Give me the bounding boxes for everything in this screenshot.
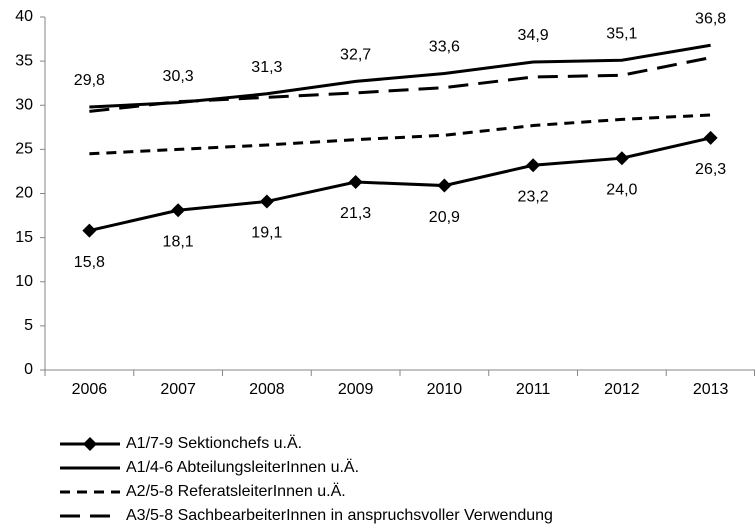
- legend-marker: [83, 437, 97, 451]
- data-label: 30,3: [163, 68, 194, 85]
- data-label: 21,3: [340, 205, 371, 222]
- legend-label: A1/7-9 Sektionchefs u.Ä.: [126, 434, 302, 452]
- marker: [259, 194, 274, 209]
- y-tick-label: 15: [15, 229, 33, 246]
- y-tick-label: 25: [15, 141, 33, 158]
- y-tick-label: 35: [15, 52, 33, 69]
- data-label: 32,7: [340, 47, 371, 64]
- data-label: 26,3: [695, 161, 726, 178]
- x-tick-label: 2008: [249, 381, 285, 398]
- marker: [171, 203, 186, 218]
- y-tick-label: 5: [24, 317, 33, 334]
- legend-label: A3/5-8 SachbearbeiterInnen in anspruchsv…: [126, 507, 553, 524]
- x-tick-label: 2012: [604, 381, 640, 398]
- data-label: 23,2: [518, 188, 549, 205]
- data-label: 20,9: [429, 209, 460, 226]
- y-tick-label: 20: [15, 185, 33, 202]
- marker: [437, 178, 452, 193]
- series-line: [89, 113, 711, 156]
- marker: [703, 130, 718, 145]
- x-tick-label: 2009: [338, 381, 374, 398]
- data-label: 18,1: [163, 233, 194, 250]
- y-tick-label: 10: [15, 273, 33, 290]
- data-label: 34,9: [518, 27, 549, 44]
- x-tick-label: 2013: [693, 381, 729, 398]
- data-label: 29,8: [74, 72, 105, 89]
- x-tick-label: 2006: [72, 381, 108, 398]
- x-tick-label: 2010: [427, 381, 463, 398]
- data-label: 36,8: [695, 10, 726, 27]
- data-label: 31,3: [251, 59, 282, 76]
- data-label: 33,6: [429, 39, 460, 56]
- marker: [526, 158, 541, 173]
- y-tick-label: 30: [15, 96, 33, 113]
- y-tick-label: 0: [24, 361, 33, 378]
- x-tick-label: 2011: [516, 381, 551, 398]
- marker: [614, 151, 629, 166]
- marker: [82, 223, 97, 238]
- legend-label: A2/5-8 ReferatsleiterInnen u.Ä.: [126, 482, 346, 500]
- data-label: 15,8: [74, 254, 105, 271]
- data-label: 19,1: [251, 225, 282, 242]
- legend-label: A1/4-6 AbteilungsleiterInnen u.Ä.: [126, 458, 359, 476]
- marker: [348, 175, 363, 190]
- x-tick-label: 2007: [160, 381, 196, 398]
- data-label: 24,0: [606, 181, 637, 198]
- series-line: [89, 56, 711, 113]
- y-tick-label: 40: [15, 8, 33, 25]
- data-label: 35,1: [606, 25, 637, 42]
- series-line: [89, 136, 711, 233]
